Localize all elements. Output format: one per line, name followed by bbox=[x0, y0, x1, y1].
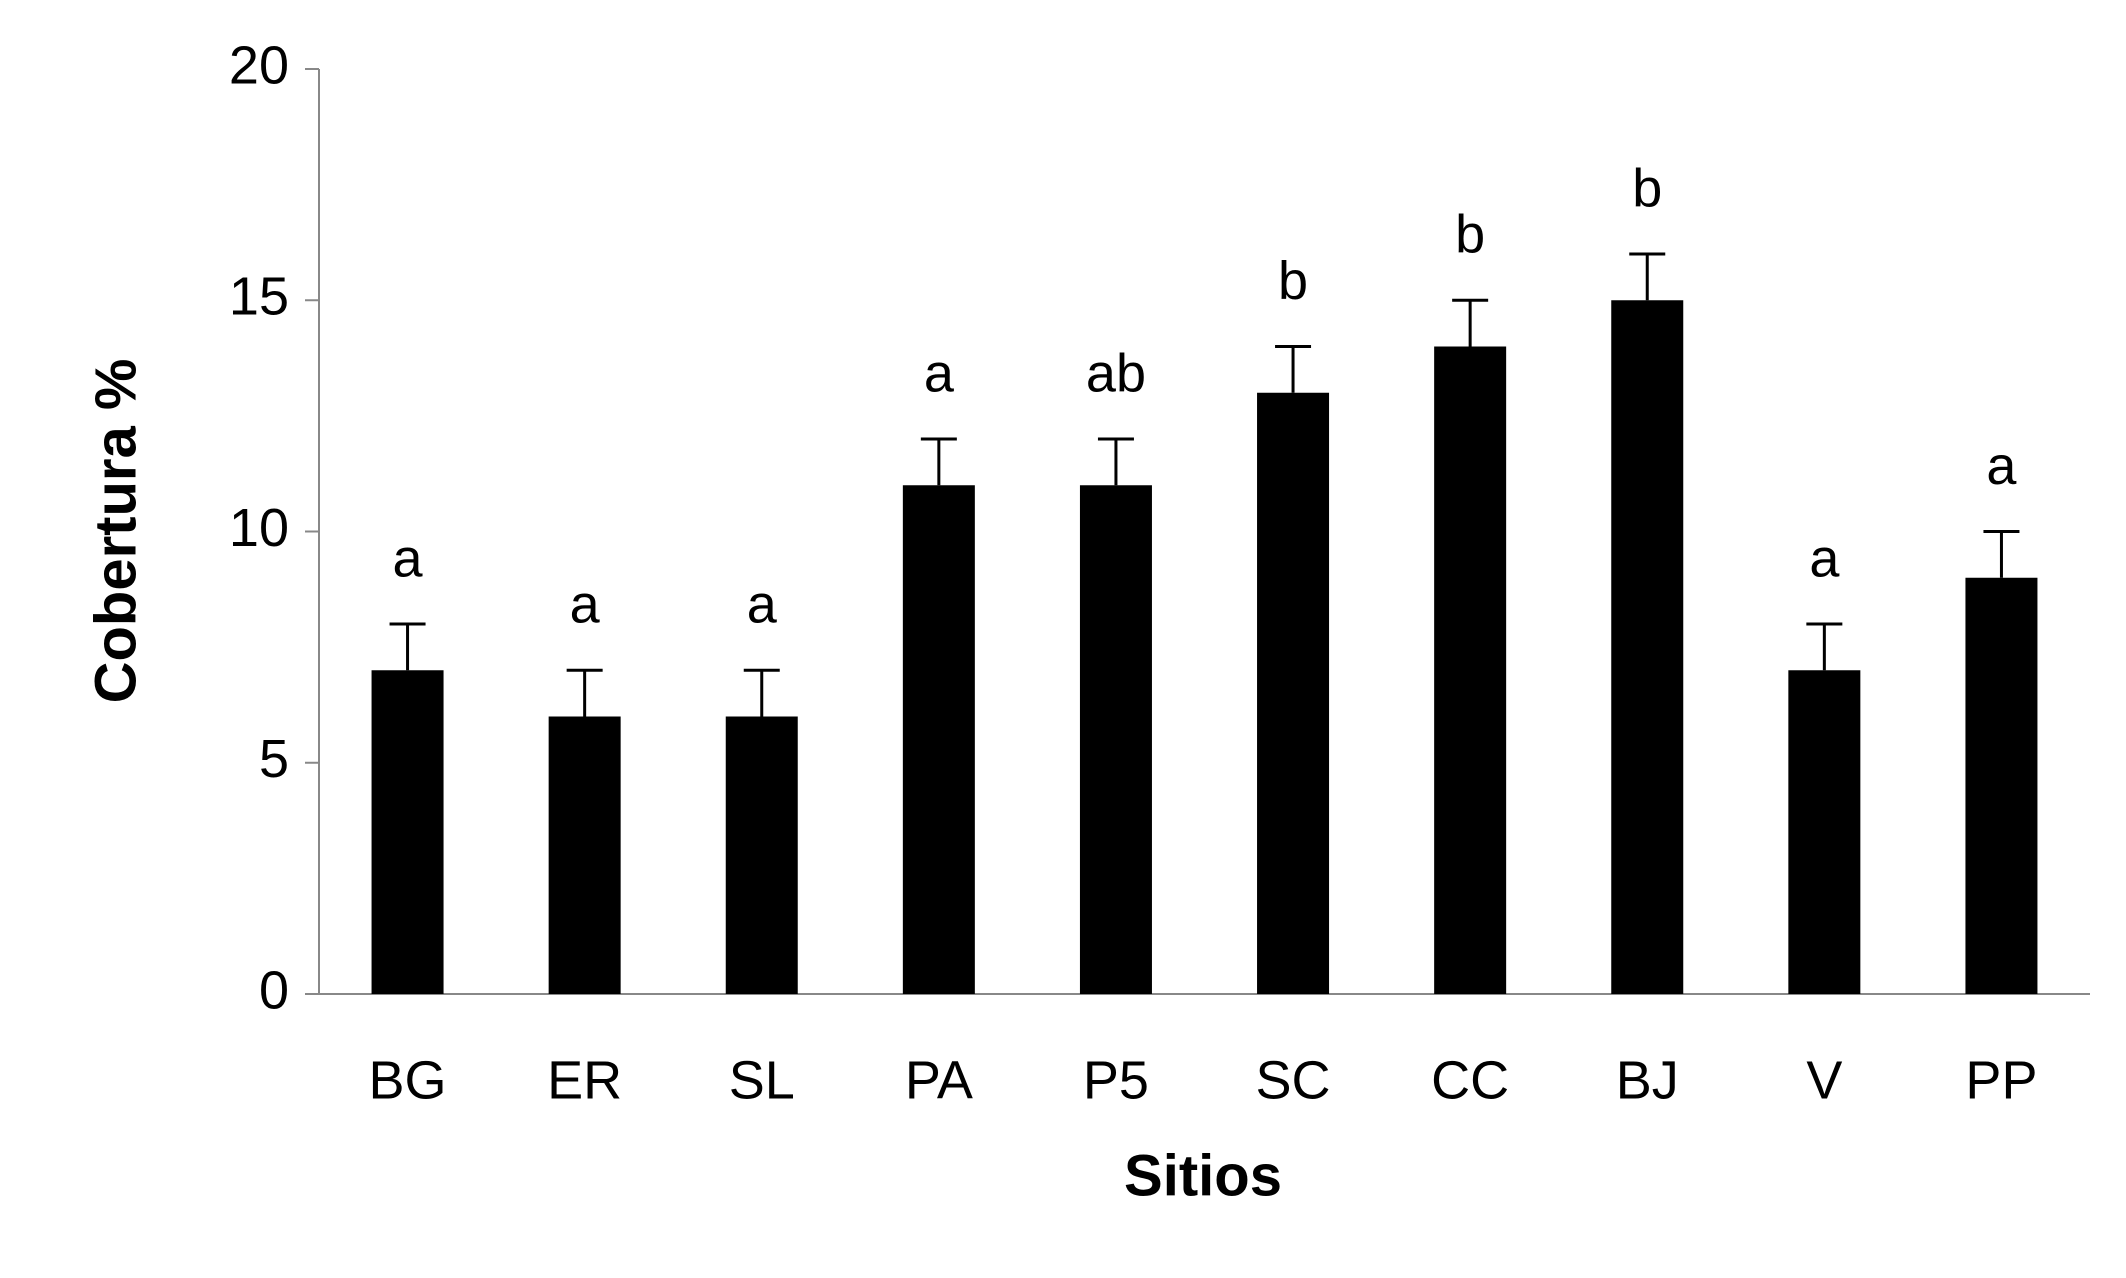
significance-label: a bbox=[570, 575, 601, 635]
x-tick-label: BJ bbox=[1616, 1050, 1679, 1110]
y-tick-label: 5 bbox=[259, 729, 289, 789]
x-axis-title: Sitios bbox=[1124, 1143, 1282, 1208]
x-tick-label: V bbox=[1806, 1050, 1842, 1110]
bar bbox=[1434, 346, 1507, 994]
significance-label: a bbox=[924, 343, 955, 403]
x-tick-label: CC bbox=[1431, 1050, 1509, 1110]
x-tick-label: P5 bbox=[1083, 1050, 1149, 1110]
error-bar bbox=[1983, 530, 2020, 578]
error-bar bbox=[566, 668, 603, 717]
x-tick-label: ER bbox=[547, 1050, 622, 1110]
x-tick-label: PA bbox=[905, 1050, 973, 1110]
significance-label: a bbox=[747, 575, 778, 635]
significance-label: a bbox=[1809, 528, 1840, 588]
x-tick-label: SC bbox=[1256, 1050, 1331, 1110]
x-tick-label: PP bbox=[1965, 1050, 2037, 1110]
bar bbox=[1788, 670, 1861, 994]
significance-label: b bbox=[1278, 251, 1308, 311]
x-tick-label: BG bbox=[369, 1050, 447, 1110]
error-bar bbox=[920, 437, 957, 486]
error-bar bbox=[1275, 345, 1312, 393]
bar bbox=[1079, 485, 1152, 994]
error-bar bbox=[389, 622, 426, 671]
y-axis-title: Cobertura % bbox=[83, 359, 148, 704]
error-bar bbox=[1452, 298, 1489, 347]
error-bar bbox=[743, 668, 780, 717]
significance-label: ab bbox=[1086, 343, 1146, 403]
y-tick-label: 0 bbox=[259, 960, 289, 1020]
bar bbox=[902, 485, 975, 994]
bar bbox=[1257, 392, 1330, 994]
bar bbox=[548, 716, 621, 994]
error-bar bbox=[1629, 252, 1666, 301]
x-tick-label: SL bbox=[729, 1050, 795, 1110]
y-tick-label: 20 bbox=[229, 35, 289, 95]
bar bbox=[371, 670, 444, 994]
significance-label: a bbox=[1986, 436, 2017, 496]
error-bar bbox=[1806, 622, 1843, 671]
significance-label: b bbox=[1632, 158, 1662, 218]
bar bbox=[1965, 577, 2038, 994]
significance-label: a bbox=[393, 528, 424, 588]
y-tick-label: 10 bbox=[229, 498, 289, 558]
significance-label: b bbox=[1455, 205, 1485, 265]
bar bbox=[725, 716, 798, 994]
y-tick-label: 15 bbox=[229, 267, 289, 327]
error-bar bbox=[1097, 437, 1134, 486]
bar bbox=[1611, 300, 1684, 994]
